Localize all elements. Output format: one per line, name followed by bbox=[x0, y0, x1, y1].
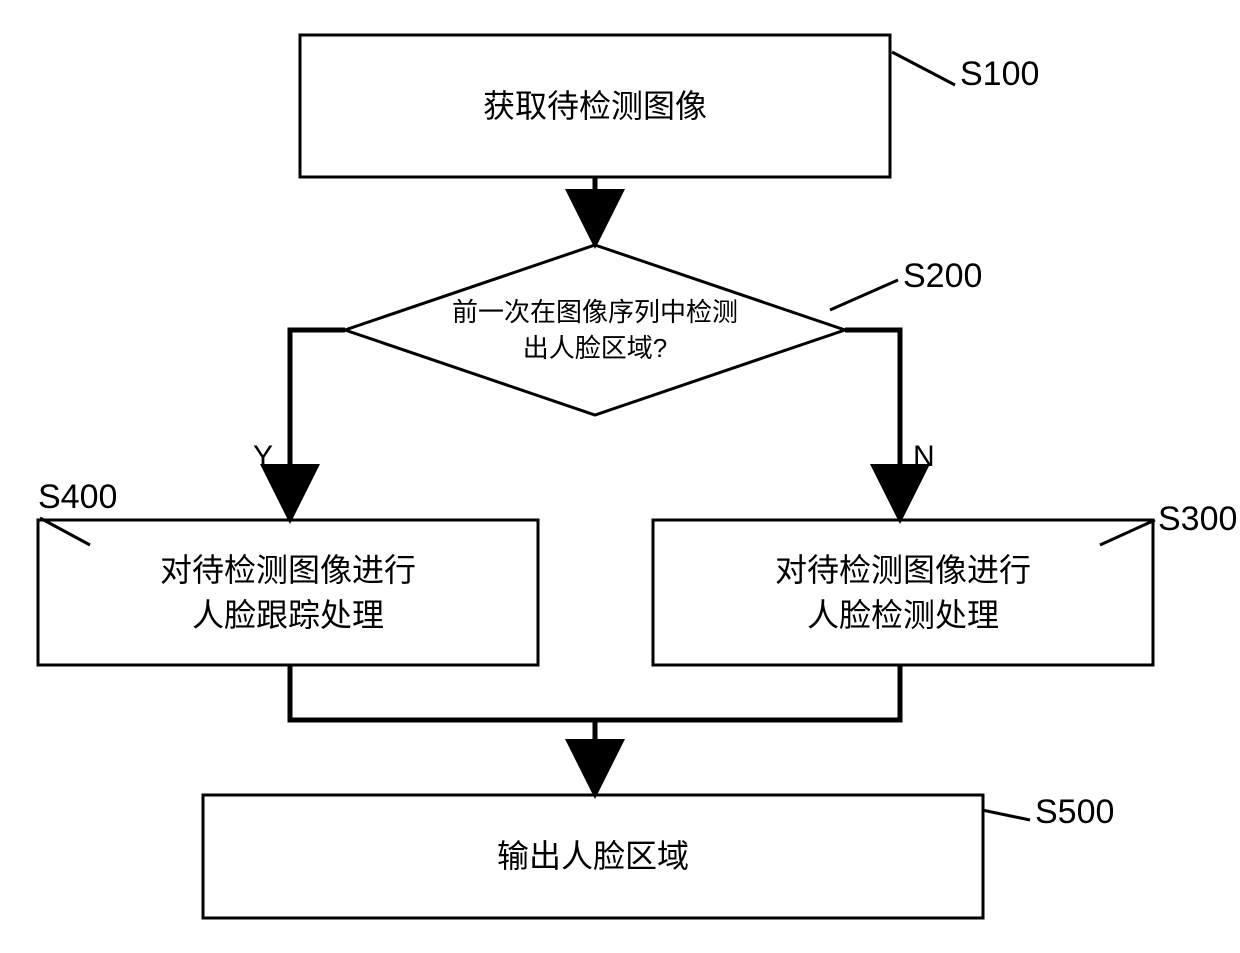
s200-text-line2: 出人脸区域? bbox=[523, 330, 667, 366]
edge-s300-join bbox=[595, 665, 900, 720]
s500-leader bbox=[982, 810, 1030, 820]
s400-text-line2: 人脸跟踪处理 bbox=[192, 593, 384, 638]
s300-text-line1: 对待检测图像进行 bbox=[775, 548, 1031, 593]
edge-s200-s400 bbox=[290, 330, 345, 514]
s300-text-line2: 人脸检测处理 bbox=[807, 593, 999, 638]
branch-n-label: N bbox=[913, 440, 935, 474]
s400-text-line1: 对待检测图像进行 bbox=[160, 548, 416, 593]
edge-s400-join bbox=[290, 665, 595, 720]
s100-step-label: S100 bbox=[960, 55, 1039, 94]
s300-step-label: S300 bbox=[1158, 500, 1237, 539]
s100-text: 获取待检测图像 bbox=[300, 35, 890, 177]
s500-step-label: S500 bbox=[1035, 793, 1114, 832]
s300-text: 对待检测图像进行 人脸检测处理 bbox=[653, 520, 1153, 665]
s100-text-line: 获取待检测图像 bbox=[483, 84, 707, 129]
s500-text: 输出人脸区域 bbox=[203, 795, 983, 918]
s200-step-label: S200 bbox=[903, 257, 982, 296]
s500-text-line: 输出人脸区域 bbox=[497, 834, 689, 879]
s400-step-label: S400 bbox=[38, 478, 117, 517]
branch-y-label: Y bbox=[253, 440, 273, 474]
s400-text: 对待检测图像进行 人脸跟踪处理 bbox=[38, 520, 538, 665]
s200-leader bbox=[830, 280, 898, 310]
s100-leader bbox=[892, 52, 955, 85]
edge-s200-s300 bbox=[845, 330, 900, 514]
s200-text-line1: 前一次在图像序列中检测 bbox=[452, 294, 738, 330]
s200-text: 前一次在图像序列中检测 出人脸区域? bbox=[395, 290, 795, 370]
